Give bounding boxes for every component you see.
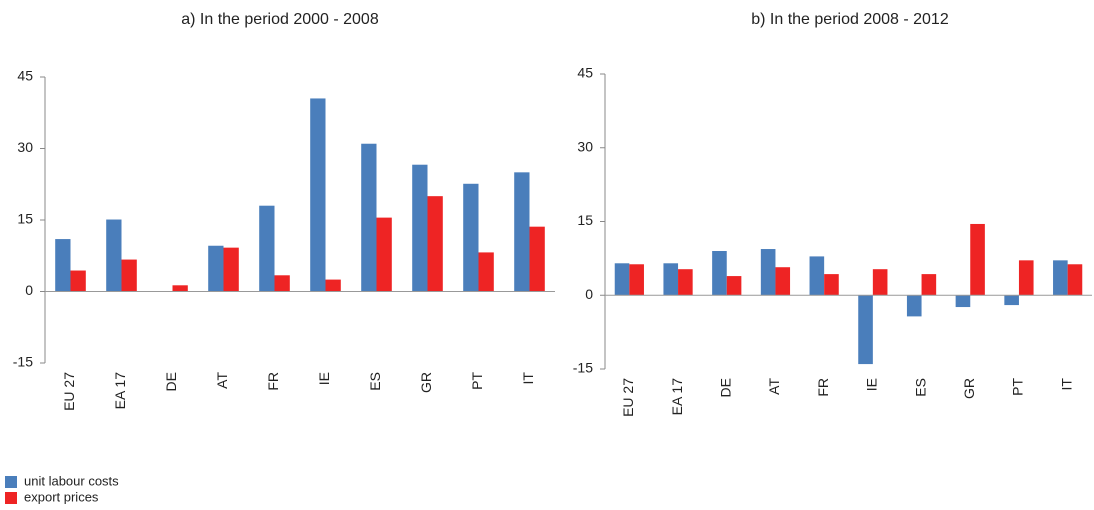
bar — [1004, 295, 1019, 306]
chart-title: b) In the period 2008 - 2012 — [751, 11, 949, 28]
x-tick-label: ES — [367, 372, 383, 391]
bar — [1067, 264, 1083, 296]
bar — [514, 172, 530, 292]
y-tick-label: -15 — [13, 354, 33, 370]
bar — [1018, 260, 1034, 296]
bar — [274, 275, 290, 292]
x-tick-label: FR — [815, 378, 831, 397]
x-tick-label: GR — [418, 372, 434, 393]
bar — [106, 219, 122, 292]
x-tick-label: EU 27 — [620, 378, 636, 417]
bar — [906, 295, 922, 317]
x-tick-label: IT — [1058, 378, 1074, 391]
x-tick-label: PT — [469, 372, 485, 390]
x-tick-label: AT — [766, 378, 782, 395]
bar — [824, 274, 839, 296]
legend-label: unit labour costs — [24, 473, 119, 488]
y-tick-label: 15 — [577, 212, 593, 228]
legend-label: export prices — [24, 489, 99, 504]
bar — [325, 279, 341, 292]
bar — [955, 295, 971, 308]
bar — [629, 264, 644, 296]
bar — [310, 98, 326, 292]
bar — [208, 245, 224, 292]
bar — [478, 252, 494, 292]
x-tick-label: PT — [1010, 378, 1026, 396]
x-tick-label: GR — [961, 378, 977, 399]
bar — [726, 276, 742, 296]
x-tick-label: EA 17 — [669, 378, 685, 416]
x-tick-label: IE — [864, 378, 880, 391]
x-tick-label: DE — [163, 372, 179, 391]
bar — [1053, 260, 1068, 296]
y-tick-label: 0 — [585, 286, 593, 302]
bar — [361, 143, 377, 292]
bar — [858, 295, 873, 365]
bar — [712, 251, 727, 296]
y-tick-label: 0 — [25, 282, 33, 298]
bar — [412, 164, 428, 292]
x-tick-label: EU 27 — [61, 372, 77, 411]
x-tick-label: ES — [912, 378, 928, 397]
bar — [614, 263, 630, 296]
bar — [872, 269, 888, 296]
x-tick-label: AT — [214, 372, 230, 389]
y-tick-label: 45 — [577, 65, 593, 81]
bar — [775, 267, 791, 296]
y-tick-label: -15 — [573, 360, 593, 376]
x-tick-label: EA 17 — [112, 372, 128, 410]
bar — [678, 269, 693, 296]
bar — [427, 196, 443, 292]
bar — [172, 285, 188, 292]
chart-title: a) In the period 2000 - 2008 — [181, 11, 379, 28]
legend-swatch — [5, 476, 17, 488]
bar — [529, 226, 545, 292]
bar — [970, 223, 985, 296]
bar — [760, 249, 776, 296]
x-tick-label: IE — [316, 372, 332, 385]
x-tick-label: FR — [265, 372, 281, 391]
bar — [663, 263, 679, 296]
legend-swatch — [5, 492, 17, 504]
x-tick-label: IT — [520, 372, 536, 385]
bar — [70, 270, 86, 292]
bar — [376, 217, 392, 292]
bar — [55, 239, 71, 292]
y-tick-label: 45 — [17, 68, 33, 84]
bar — [809, 256, 825, 296]
bar — [121, 259, 137, 292]
bar — [463, 183, 479, 292]
y-tick-label: 30 — [577, 138, 593, 154]
bar — [921, 274, 937, 296]
y-tick-label: 30 — [17, 139, 33, 155]
y-tick-label: 15 — [17, 211, 33, 227]
bar — [259, 205, 275, 292]
x-tick-label: DE — [717, 378, 733, 397]
bar — [223, 247, 239, 292]
